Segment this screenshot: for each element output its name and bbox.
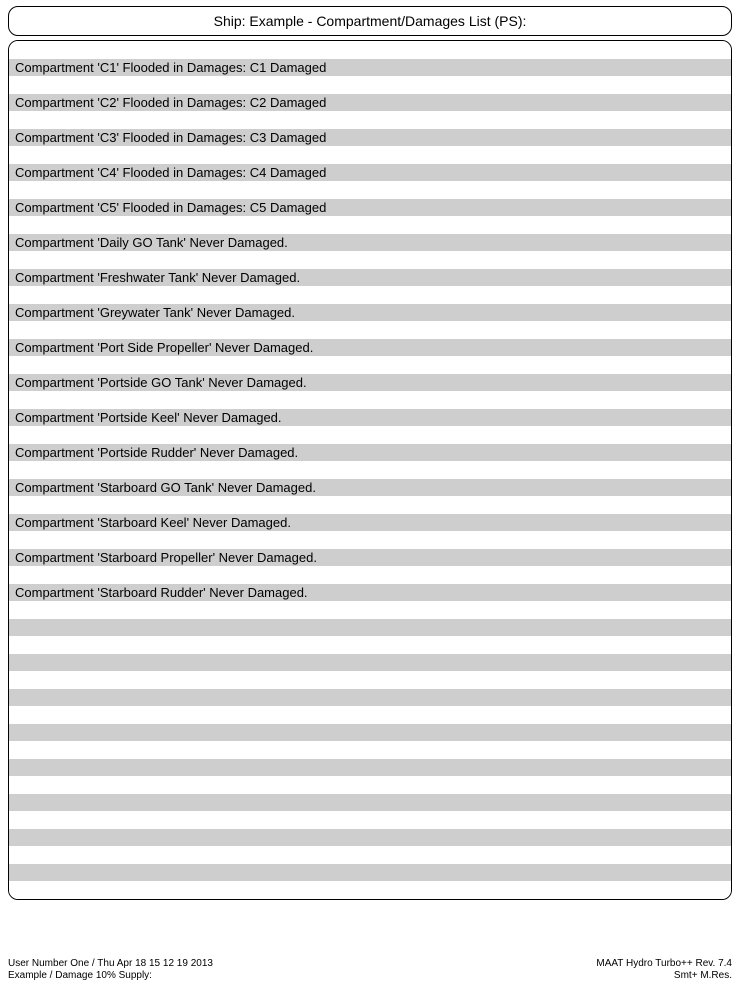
list-row (9, 566, 731, 584)
list-row (9, 636, 731, 654)
list-row: Compartment 'Portside Rudder' Never Dama… (9, 444, 731, 462)
list-row: Compartment 'Starboard Keel' Never Damag… (9, 514, 731, 532)
list-row (9, 391, 731, 409)
main-list-box: Compartment 'C1' Flooded in Damages: C1 … (8, 40, 732, 900)
list-row: Compartment 'Daily GO Tank' Never Damage… (9, 234, 731, 252)
list-row: Compartment 'C1' Flooded in Damages: C1 … (9, 59, 731, 77)
list-row (9, 41, 731, 59)
list-row (9, 461, 731, 479)
list-row (9, 356, 731, 374)
list-row (9, 426, 731, 444)
list-row (9, 811, 731, 829)
footer-example-info: Example / Damage 10% Supply: (8, 970, 213, 982)
list-row: Compartment 'C3' Flooded in Damages: C3 … (9, 129, 731, 147)
footer-software: MAAT Hydro Turbo++ Rev. 7.4 (596, 958, 732, 970)
list-row (9, 776, 731, 794)
header-box: Ship: Example - Compartment/Damages List… (8, 6, 732, 36)
list-row: Compartment 'C2' Flooded in Damages: C2 … (9, 94, 731, 112)
list-row (9, 654, 731, 672)
footer-right: MAAT Hydro Turbo++ Rev. 7.4 Smt+ M.Res. (596, 958, 732, 982)
list-row: Compartment 'Port Side Propeller' Never … (9, 339, 731, 357)
list-row (9, 321, 731, 339)
footer: User Number One / Thu Apr 18 15 12 19 20… (8, 958, 732, 982)
list-row (9, 601, 731, 619)
list-row: Compartment 'Portside GO Tank' Never Dam… (9, 374, 731, 392)
footer-extra: Smt+ M.Res. (596, 970, 732, 982)
list-row: Compartment 'Greywater Tank' Never Damag… (9, 304, 731, 322)
list-row (9, 689, 731, 707)
list-row (9, 881, 731, 899)
list-row (9, 496, 731, 514)
list-row (9, 111, 731, 129)
list-row: Compartment 'Starboard Propeller' Never … (9, 549, 731, 567)
list-row: Compartment 'Starboard Rudder' Never Dam… (9, 584, 731, 602)
list-row (9, 76, 731, 94)
list-row (9, 864, 731, 882)
list-row (9, 829, 731, 847)
list-row (9, 671, 731, 689)
list-row: Compartment 'C4' Flooded in Damages: C4 … (9, 164, 731, 182)
footer-left: User Number One / Thu Apr 18 15 12 19 20… (8, 958, 213, 982)
list-row (9, 181, 731, 199)
list-row (9, 286, 731, 304)
list-row: Compartment 'C5' Flooded in Damages: C5 … (9, 199, 731, 217)
list-row (9, 531, 731, 549)
list-row (9, 146, 731, 164)
list-row (9, 794, 731, 812)
list-row (9, 619, 731, 637)
list-row: Compartment 'Freshwater Tank' Never Dama… (9, 269, 731, 287)
list-row (9, 759, 731, 777)
list-row (9, 251, 731, 269)
list-row (9, 706, 731, 724)
list-row (9, 724, 731, 742)
list-row (9, 216, 731, 234)
page-title: Ship: Example - Compartment/Damages List… (214, 13, 527, 29)
list-row (9, 741, 731, 759)
list-row: Compartment 'Starboard GO Tank' Never Da… (9, 479, 731, 497)
list-row: Compartment 'Portside Keel' Never Damage… (9, 409, 731, 427)
footer-user-date: User Number One / Thu Apr 18 15 12 19 20… (8, 958, 213, 970)
list-row (9, 846, 731, 864)
